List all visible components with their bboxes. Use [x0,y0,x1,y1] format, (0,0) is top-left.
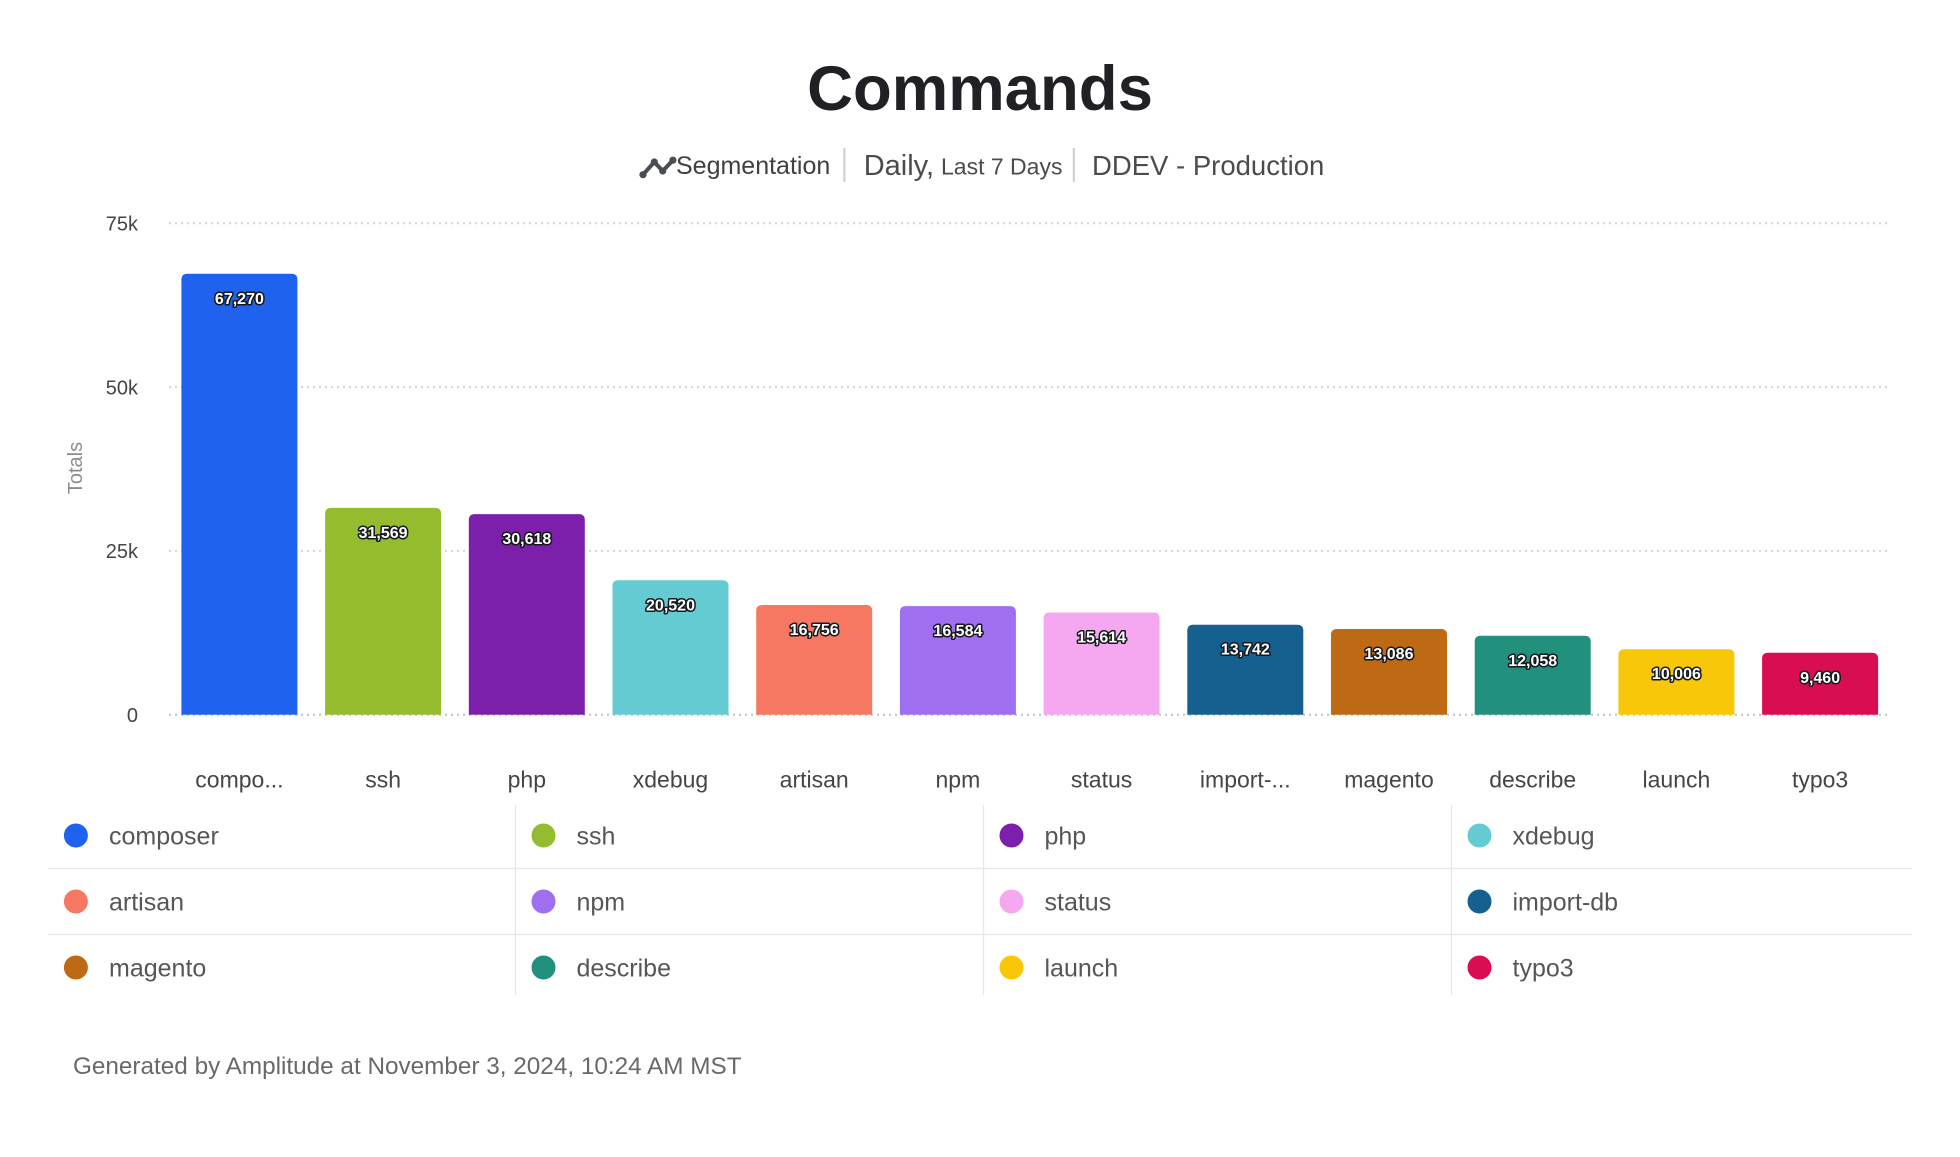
svg-text:launch: launch [1045,955,1119,983]
svg-text:status: status [1071,767,1132,793]
svg-text:Generated by Amplitude at Nove: Generated by Amplitude at November 3, 20… [73,1053,742,1080]
svg-text:15,614: 15,614 [1077,630,1126,647]
svg-text:composer: composer [109,823,219,851]
svg-text:25k: 25k [106,541,139,563]
svg-text:Commands: Commands [807,54,1153,124]
svg-text:php: php [1045,823,1087,851]
svg-text:67,270: 67,270 [215,291,264,308]
svg-text:import-db: import-db [1513,889,1619,917]
svg-text:13,742: 13,742 [1221,642,1270,659]
svg-text:ssh: ssh [365,767,401,793]
svg-text:xdebug: xdebug [1513,823,1595,851]
svg-text:launch: launch [1643,767,1711,793]
svg-text:75k: 75k [106,214,139,236]
svg-text:16,584: 16,584 [933,623,982,640]
svg-text:artisan: artisan [780,767,849,793]
svg-text:ssh: ssh [577,823,616,851]
svg-text:12,058: 12,058 [1508,653,1557,670]
svg-text:Totals: Totals [65,442,87,494]
svg-text:typo3: typo3 [1792,767,1848,793]
svg-text:compo...: compo... [195,767,283,793]
svg-text:Last 7 Days: Last 7 Days [941,154,1062,180]
svg-text:Segmentation: Segmentation [676,152,830,180]
svg-text:npm: npm [936,767,981,793]
svg-text:describe: describe [577,955,672,983]
svg-text:0: 0 [127,705,138,727]
svg-text:magento: magento [1344,767,1434,793]
svg-text:magento: magento [109,955,206,983]
svg-text:describe: describe [1489,767,1576,793]
svg-text:xdebug: xdebug [633,767,708,793]
svg-text:9,460: 9,460 [1800,670,1840,687]
svg-text:php: php [508,767,546,793]
svg-text:13,086: 13,086 [1365,646,1414,663]
svg-text:20,520: 20,520 [646,597,695,614]
svg-text:10,006: 10,006 [1652,666,1701,683]
svg-text:31,569: 31,569 [359,525,408,542]
svg-text:16,756: 16,756 [790,622,839,639]
svg-text:30,618: 30,618 [502,531,551,548]
svg-text:import-...: import-... [1200,767,1291,793]
svg-text:Daily,: Daily, [864,150,934,182]
svg-text:50k: 50k [106,377,139,399]
svg-text:typo3: typo3 [1513,955,1574,983]
svg-text:npm: npm [577,889,626,917]
svg-text:artisan: artisan [109,889,184,917]
svg-text:status: status [1045,889,1112,917]
svg-text:DDEV - Production: DDEV - Production [1092,150,1324,181]
